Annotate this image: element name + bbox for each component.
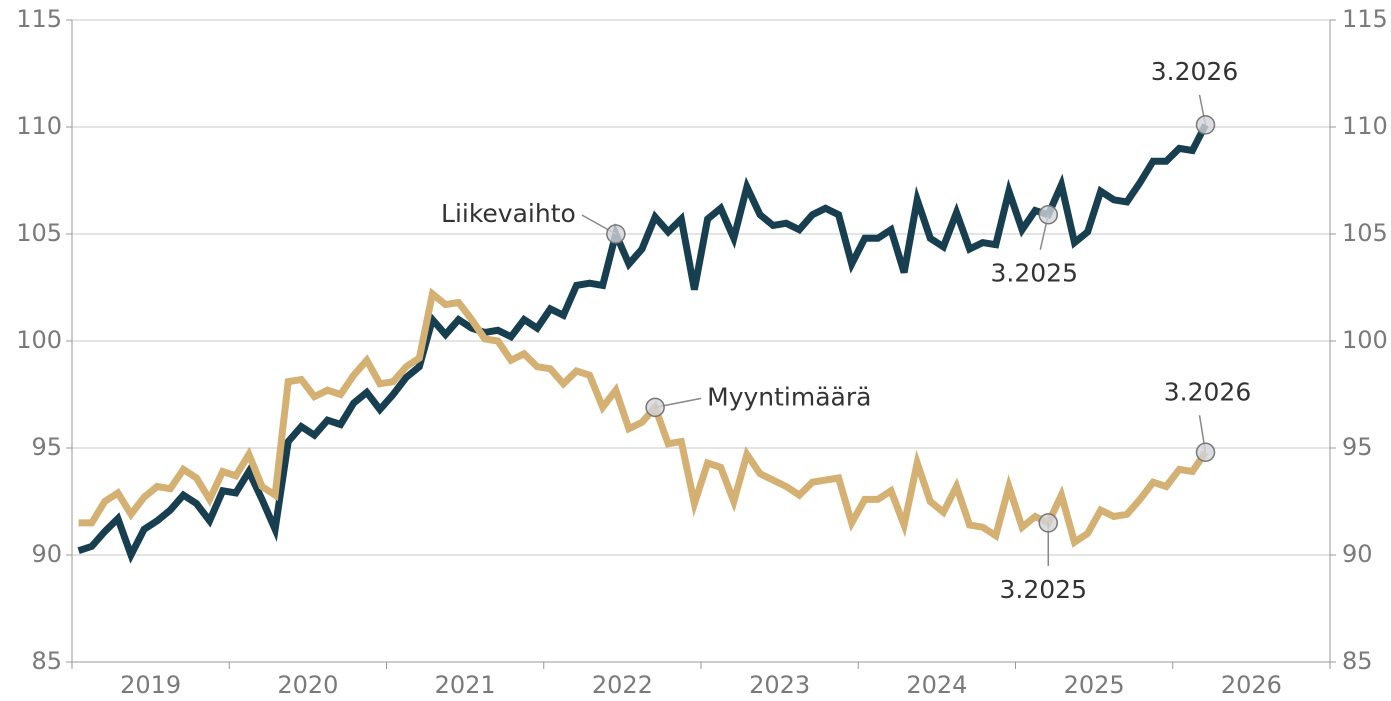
series-line: [77, 123, 1209, 564]
x-tick-label: 2025: [1064, 671, 1125, 699]
x-tick-label: 2022: [592, 671, 653, 699]
y2-tick-label: 100: [1342, 326, 1388, 354]
legend-label: Myyntimäärä: [707, 382, 871, 411]
point-marker: [1038, 513, 1059, 533]
y2-tick-label: 95: [1342, 433, 1373, 461]
series-line: [78, 287, 1209, 548]
y-tick-label: 110: [16, 112, 62, 140]
point-label: 3.2025: [1000, 575, 1087, 604]
x-tick-label: 2021: [435, 671, 496, 699]
point-marker: [1038, 204, 1059, 225]
x-tick-label: 2020: [277, 671, 338, 699]
point-marker: [606, 224, 626, 244]
y2-tick-label: 115: [1342, 5, 1388, 33]
legend-label: Liikevaihto: [441, 199, 576, 228]
point-label: 3.2026: [1151, 57, 1238, 86]
y-tick-label: 85: [31, 647, 62, 675]
y-tick-label: 115: [16, 5, 62, 33]
y-tick-label: 100: [16, 326, 62, 354]
x-tick-label: 2023: [749, 671, 810, 699]
y2-tick-label: 110: [1342, 112, 1388, 140]
y-tick-label: 90: [31, 540, 62, 568]
point-marker: [1195, 115, 1216, 135]
x-tick-label: 2026: [1221, 671, 1282, 699]
x-tick-label: 2019: [120, 671, 181, 699]
point-label: 3.2025: [991, 259, 1078, 288]
y-tick-label: 105: [16, 219, 62, 247]
point-marker: [1195, 442, 1216, 463]
y-tick-label: 95: [31, 433, 62, 461]
x-tick-label: 2024: [906, 671, 967, 699]
point-label: 3.2026: [1164, 377, 1251, 406]
point-marker: [645, 397, 665, 418]
y2-tick-label: 85: [1342, 647, 1373, 675]
y2-tick-label: 105: [1342, 219, 1388, 247]
y2-tick-label: 90: [1342, 540, 1373, 568]
